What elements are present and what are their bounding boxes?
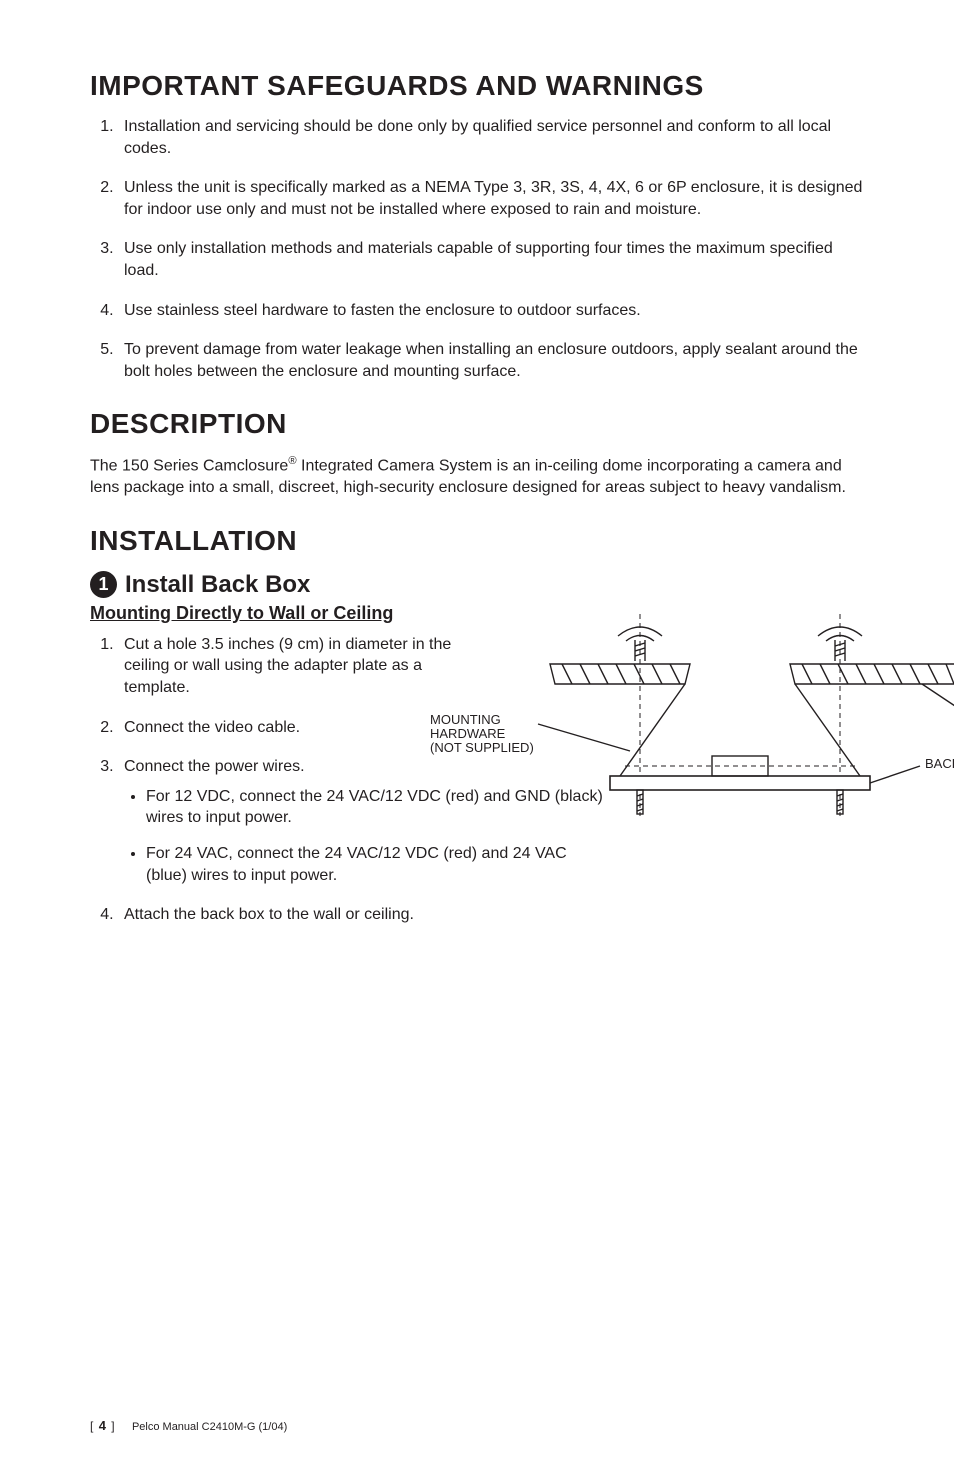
mounting-steps-column: Cut a hole 3.5 inches (9 cm) in diameter… [90, 634, 470, 926]
safeguards-item: Use stainless steel hardware to fasten t… [118, 300, 864, 322]
diagram-label-hardware: HARDWARE [430, 726, 506, 741]
diagram-label-not-supplied: (NOT SUPPLIED) [430, 740, 534, 755]
footer-manual-id: Pelco Manual C2410M-G (1/04) [132, 1421, 287, 1433]
page: IMPORTANT SAFEGUARDS AND WARNINGS Instal… [0, 0, 954, 1475]
footer-bracket-right: ] [111, 1419, 114, 1433]
mount-step: Attach the back box to the wall or ceili… [118, 904, 584, 926]
mount-step-text: Connect the power wires. [124, 758, 305, 775]
install-back-box-heading: 1 Install Back Box [90, 571, 864, 599]
safeguards-item: Unless the unit is specifically marked a… [118, 177, 864, 220]
safeguards-item: Use only installation methods and materi… [118, 238, 864, 281]
mount-step: Cut a hole 3.5 inches (9 cm) in diameter… [118, 634, 470, 699]
mounting-section: MOUNTING HARDWARE (NOT SUPPLIED) WALL OR… [90, 634, 864, 926]
mounting-diagram: MOUNTING HARDWARE (NOT SUPPLIED) WALL OR… [430, 606, 954, 866]
footer-bracket-left: [ [90, 1419, 93, 1433]
mount-step: Connect the video cable. [118, 717, 470, 739]
safeguards-item: To prevent damage from water leakage whe… [118, 339, 864, 382]
safeguards-item: Installation and servicing should be don… [118, 116, 864, 159]
diagram-label-back-box: BACK BOX [925, 756, 954, 771]
diagram-label-mounting: MOUNTING [430, 712, 501, 727]
description-body: The 150 Series Camclosure® Integrated Ca… [90, 454, 864, 499]
step-number-badge: 1 [90, 571, 117, 598]
footer-page-number: 4 [99, 1418, 106, 1433]
installation-title: INSTALLATION [90, 525, 864, 557]
description-title: DESCRIPTION [90, 408, 864, 440]
mount-step: Connect the power wires. For 12 VDC, con… [118, 756, 470, 886]
registered-mark: ® [288, 455, 296, 467]
safeguards-list: Installation and servicing should be don… [90, 116, 864, 382]
mounting-steps-list: Cut a hole 3.5 inches (9 cm) in diameter… [90, 634, 470, 926]
safeguards-title: IMPORTANT SAFEGUARDS AND WARNINGS [90, 70, 864, 102]
description-before: The 150 Series Camclosure [90, 458, 288, 475]
page-footer: [ 4 ] Pelco Manual C2410M-G (1/04) [90, 1418, 287, 1433]
diagram-svg: MOUNTING HARDWARE (NOT SUPPLIED) WALL OR… [430, 606, 954, 866]
step-heading-text: Install Back Box [125, 571, 310, 599]
